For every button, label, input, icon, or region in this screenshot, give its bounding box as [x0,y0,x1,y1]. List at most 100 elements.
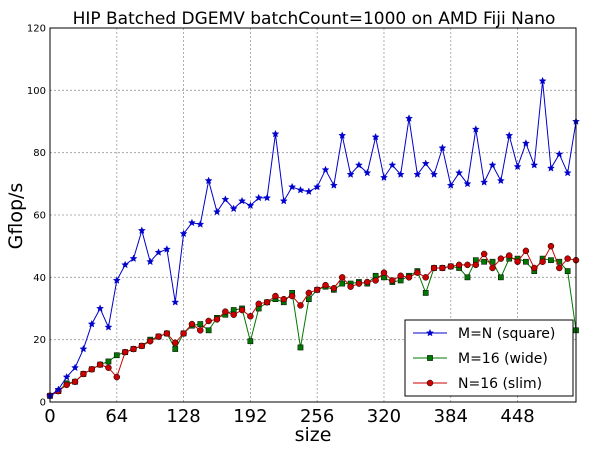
data-point [146,337,154,345]
x-axis-label: size [295,424,332,446]
legend-label: N=16 (slim) [458,376,542,392]
data-point [162,245,171,253]
data-point [505,131,514,139]
data-point [171,298,180,306]
data-point [421,159,430,167]
data-point [288,292,296,300]
data-point [371,132,380,141]
data-point [179,229,188,238]
data-point [112,276,121,284]
data-point [96,304,105,312]
tick-labels: 0 64 128 192 256 320 384 448 0 20 40 60 80 100 120 [27,24,535,428]
data-point [531,264,538,272]
data-point [489,264,496,272]
data-point [463,179,472,188]
data-point [556,264,563,272]
data-point [480,250,488,258]
data-point [539,258,546,265]
data-point [263,193,271,202]
data-point [389,277,396,284]
legend-marker [427,355,433,361]
data-point [438,143,447,152]
data-point [71,378,79,385]
data-point [364,278,371,286]
legend-marker [426,328,434,337]
data-point [564,255,571,262]
data-point [464,274,471,281]
data-point [555,150,564,158]
data-point [346,170,355,178]
data-point [54,385,63,393]
data-point [204,176,213,185]
data-point [547,164,555,172]
data-point [213,316,221,323]
x-tick-label: 448 [500,406,534,427]
data-point [238,306,246,314]
data-point [146,257,155,266]
y-tick-label: 60 [33,211,46,222]
data-point [455,261,463,269]
data-point [297,344,304,351]
data-point [422,274,429,281]
x-tick-label: 128 [166,406,200,427]
data-point [247,313,254,320]
series-line [49,80,577,397]
data-point [129,254,138,262]
data-point [396,170,405,178]
y-tick-label: 100 [27,86,46,97]
data-point [488,161,497,169]
data-point [372,277,379,284]
data-point [471,125,480,133]
data-point [480,178,489,186]
data-point [87,319,96,328]
data-point [514,258,521,265]
legend-label: M=N (square) [458,326,555,342]
y-tick-label: 40 [33,273,46,284]
data-point [481,258,488,265]
y-tick-label: 0 [40,398,46,409]
data-point [63,381,70,389]
data-point [388,161,397,169]
data-point [439,264,446,272]
x-tick-label: 64 [105,406,128,427]
data-point [548,257,554,264]
data-point [313,182,322,191]
data-point [522,247,530,255]
data-point [279,196,288,205]
data-point [446,181,455,189]
data-point [254,193,263,202]
data-point [238,196,246,205]
data-point [272,292,279,300]
data-point [489,258,496,265]
data-point [380,173,388,181]
y-tick-label: 120 [27,24,46,35]
data-point [205,327,212,334]
data-point [355,280,363,287]
data-point [137,226,146,234]
data-point [230,311,237,318]
data-point [498,274,504,281]
data-point [304,187,313,195]
data-point [96,361,104,368]
data-point [71,363,79,372]
data-point [172,346,179,352]
data-point [405,114,413,122]
data-point [330,284,338,292]
data-point [163,330,171,337]
y-tick-label: 80 [33,148,46,159]
data-point [329,181,338,189]
data-point [188,320,196,328]
x-tick-label: 320 [367,406,401,427]
data-point [538,76,547,85]
data-point [363,168,372,177]
data-point [113,373,121,381]
y-tick-label: 20 [33,335,46,346]
data-point [347,283,354,290]
data-point [322,281,329,289]
data-point [171,339,179,347]
data-point [523,258,529,265]
data-point [105,358,112,365]
data-point [80,370,87,378]
